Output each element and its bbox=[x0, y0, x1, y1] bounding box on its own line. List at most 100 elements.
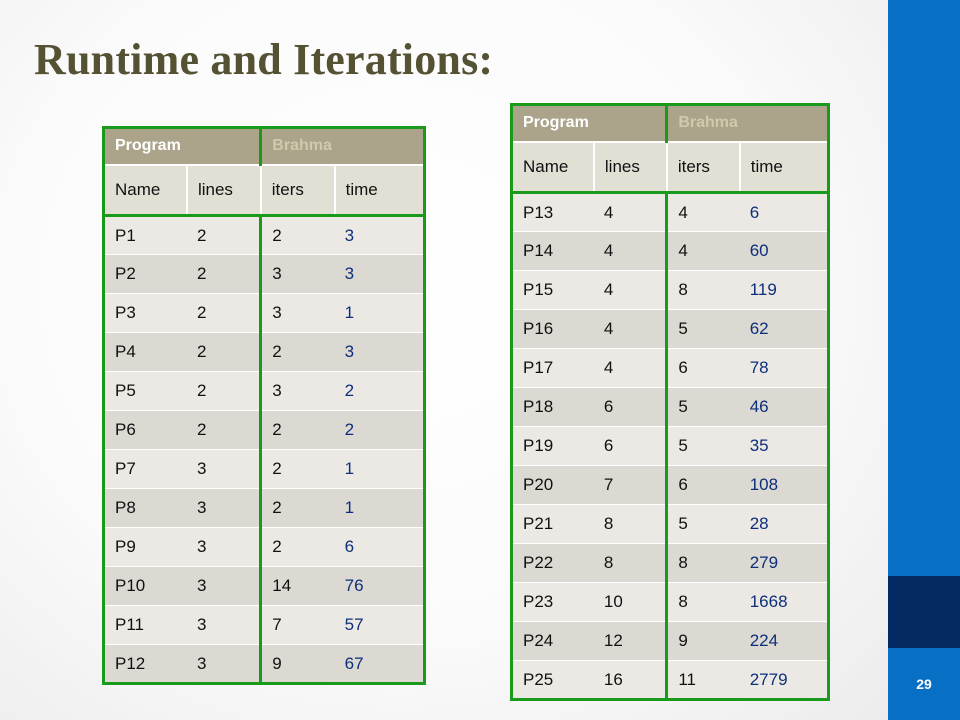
program-name-cell: P3 bbox=[103, 293, 187, 333]
program-name-cell: P8 bbox=[103, 488, 187, 528]
lines-cell: 16 bbox=[593, 660, 669, 700]
iters-cell: 8 bbox=[666, 270, 740, 310]
table-column-header-row: Name lines iters time bbox=[511, 140, 829, 194]
iters-cell: 2 bbox=[260, 449, 335, 489]
iters-cell: 4 bbox=[666, 192, 740, 232]
program-name-cell: P23 bbox=[511, 582, 594, 622]
iters-cell: 8 bbox=[666, 582, 740, 622]
program-name-cell: P21 bbox=[511, 504, 594, 544]
lines-cell: 2 bbox=[186, 254, 263, 294]
program-name-cell: P15 bbox=[511, 270, 594, 310]
brahma-group-header: Brahma bbox=[260, 127, 425, 165]
table-row: P21 8 5 28 bbox=[511, 504, 829, 544]
iters-cell: 6 bbox=[666, 465, 740, 505]
runtime-table-left: Program Brahma Name lines iters time P1 2… bbox=[102, 126, 426, 685]
time-cell: 224 bbox=[739, 621, 829, 661]
lines-cell: 2 bbox=[186, 215, 263, 255]
time-cell: 3 bbox=[334, 215, 425, 255]
lines-cell: 6 bbox=[593, 387, 669, 427]
iters-cell: 9 bbox=[666, 621, 740, 661]
lines-cell: 7 bbox=[593, 465, 669, 505]
lines-cell: 3 bbox=[186, 566, 263, 606]
program-group-header: Program bbox=[511, 104, 669, 142]
lines-cell: 2 bbox=[186, 371, 263, 411]
column-header-name: Name bbox=[103, 163, 188, 217]
table-row: P7 3 2 1 bbox=[103, 449, 425, 489]
column-header-lines: lines bbox=[186, 163, 262, 217]
table-row: P4 2 2 3 bbox=[103, 332, 425, 372]
program-name-cell: P11 bbox=[103, 605, 187, 645]
iters-cell: 3 bbox=[260, 371, 335, 411]
table-group-header-row: Program Brahma bbox=[511, 104, 829, 142]
table-row: P3 2 3 1 bbox=[103, 293, 425, 333]
time-cell: 1668 bbox=[739, 582, 829, 622]
column-header-iters: iters bbox=[666, 140, 741, 194]
program-name-cell: P25 bbox=[511, 660, 594, 700]
lines-cell: 2 bbox=[186, 332, 263, 372]
lines-cell: 12 bbox=[593, 621, 669, 661]
table-column-header-row: Name lines iters time bbox=[103, 163, 425, 217]
table-group-header-row: Program Brahma bbox=[103, 127, 425, 165]
sidebar-dark-block bbox=[888, 576, 960, 648]
time-cell: 6 bbox=[334, 527, 425, 567]
lines-cell: 3 bbox=[186, 527, 263, 567]
table-row: P10 3 14 76 bbox=[103, 566, 425, 606]
iters-cell: 11 bbox=[666, 660, 740, 700]
table-row: P14 4 4 60 bbox=[511, 231, 829, 271]
lines-cell: 3 bbox=[186, 449, 263, 489]
table-row: P1 2 2 3 bbox=[103, 215, 425, 255]
table-row: P9 3 2 6 bbox=[103, 527, 425, 567]
lines-cell: 6 bbox=[593, 426, 669, 466]
iters-cell: 2 bbox=[260, 332, 335, 372]
table-row: P20 7 6 108 bbox=[511, 465, 829, 505]
column-header-name: Name bbox=[511, 140, 595, 194]
lines-cell: 4 bbox=[593, 231, 669, 271]
program-name-cell: P16 bbox=[511, 309, 594, 349]
lines-cell: 3 bbox=[186, 605, 263, 645]
iters-cell: 2 bbox=[260, 215, 335, 255]
column-header-time: time bbox=[334, 163, 425, 217]
lines-cell: 2 bbox=[186, 410, 263, 450]
iters-cell: 5 bbox=[666, 426, 740, 466]
time-cell: 2779 bbox=[739, 660, 829, 700]
table-row: P13 4 4 6 bbox=[511, 192, 829, 232]
iters-cell: 9 bbox=[260, 644, 335, 684]
program-name-cell: P22 bbox=[511, 543, 594, 583]
time-cell: 62 bbox=[739, 309, 829, 349]
program-name-cell: P18 bbox=[511, 387, 594, 427]
iters-cell: 14 bbox=[260, 566, 335, 606]
program-name-cell: P5 bbox=[103, 371, 187, 411]
time-cell: 1 bbox=[334, 449, 425, 489]
table-row: P25 16 11 2779 bbox=[511, 660, 829, 700]
program-name-cell: P1 bbox=[103, 215, 187, 255]
time-cell: 119 bbox=[739, 270, 829, 310]
iters-cell: 3 bbox=[260, 254, 335, 294]
lines-cell: 3 bbox=[186, 488, 263, 528]
table-row: P15 4 8 119 bbox=[511, 270, 829, 310]
lines-cell: 4 bbox=[593, 192, 669, 232]
page-number: 29 bbox=[916, 676, 932, 692]
iters-cell: 2 bbox=[260, 488, 335, 528]
table-row: P8 3 2 1 bbox=[103, 488, 425, 528]
time-cell: 2 bbox=[334, 371, 425, 411]
time-cell: 46 bbox=[739, 387, 829, 427]
program-name-cell: P6 bbox=[103, 410, 187, 450]
lines-cell: 8 bbox=[593, 504, 669, 544]
lines-cell: 10 bbox=[593, 582, 669, 622]
runtime-table-right: Program Brahma Name lines iters time P13… bbox=[510, 103, 830, 701]
time-cell: 60 bbox=[739, 231, 829, 271]
table-row: P11 3 7 57 bbox=[103, 605, 425, 645]
time-cell: 3 bbox=[334, 254, 425, 294]
time-cell: 279 bbox=[739, 543, 829, 583]
program-name-cell: P19 bbox=[511, 426, 594, 466]
table-row: P5 2 3 2 bbox=[103, 371, 425, 411]
program-name-cell: P14 bbox=[511, 231, 594, 271]
program-name-cell: P17 bbox=[511, 348, 594, 388]
program-group-header: Program bbox=[103, 127, 263, 165]
table-row: P12 3 9 67 bbox=[103, 644, 425, 684]
table-row: P2 2 3 3 bbox=[103, 254, 425, 294]
time-cell: 57 bbox=[334, 605, 425, 645]
column-header-time: time bbox=[739, 140, 829, 194]
column-header-iters: iters bbox=[260, 163, 336, 217]
iters-cell: 8 bbox=[666, 543, 740, 583]
